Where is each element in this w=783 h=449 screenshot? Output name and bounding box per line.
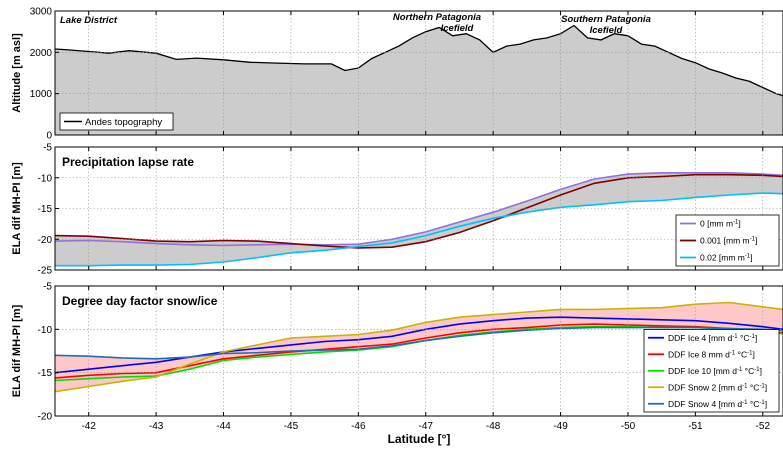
legend-label-part: 0 [mm m [700,219,733,229]
legend-label-part: -1 [742,400,748,406]
y-axis-label: ELA dif MH-PI [m] [11,162,23,255]
legend-label: Andes topography [85,117,162,128]
x-tick-label: -46 [351,421,366,432]
x-tick-label: -42 [81,421,96,432]
y-tick-label: -20 [38,412,53,423]
legend-label-part: DDF Ice 8 mm d [668,349,730,359]
annotation: Southern Patagonia [561,14,651,25]
legend-label-part: ] [760,366,762,376]
panel-2: -25 -20 -15 -10 -5 ELA dif MH-PI [m] Precipita… [11,143,783,277]
x-tick-label: -45 [284,421,299,432]
x-axis-label: Latitude [°] [388,432,451,446]
topography-fill [55,25,783,135]
legend-label-part: -1 [732,334,738,340]
y-tick-label: -5 [43,143,52,154]
axes-frame [54,285,783,417]
legend-label-part: -1 [737,367,743,373]
legend-box [59,112,174,131]
legend-label-part: ] [738,219,740,229]
axes-frame [54,10,783,136]
legend-label-part: DDF Snow 2 [mm d [668,382,742,392]
legend-label-part: -1 [759,383,765,389]
plot-area [55,24,783,135]
y-axis-label: Altitude [m asl] [11,33,23,113]
legend-label-part: -1 [730,350,736,356]
x-tick-label: -44 [216,421,231,432]
legend-label-part: ] [765,399,767,409]
y-axis-label: ELA dif MH-PI [m] [11,304,23,397]
y-tick-label: -15 [38,204,53,215]
panel-1: 0 1000 2000 3000 Altitude [m asl] Lake Distri… [11,7,783,142]
legend-label-part: DDF Ice 10 [mm d [668,366,737,376]
y-tick-label: 2000 [30,48,53,59]
envelope-fill [55,172,783,266]
legend-label-part: -1 [733,220,739,226]
legend-label-part: °C [748,399,760,409]
legend-label-part: DDF Ice 4 [mm d [668,333,733,343]
annotation: Northern Patagonia [393,12,481,23]
y-tick-label: -10 [38,325,53,336]
legend-label: 0.02 [mm m-1] [700,253,753,263]
x-tick-label: -50 [621,421,636,432]
legend: Andes topography [59,112,174,131]
x-tick-label: -49 [553,421,568,432]
legend: 0 [mm m-1]0.001 [mm m-1]0.02 [mm m-1] [675,214,780,267]
annotation: Icefield [590,25,623,36]
legend-label-part: ] [765,382,767,392]
legend-label-part: ] [755,333,757,343]
legend-label: 0 [mm m-1] [700,219,741,229]
legend-label-part: -1 [742,383,748,389]
series-line-5 [55,326,783,360]
y-tick-label: -10 [38,173,53,184]
y-tick-label: -25 [38,266,53,277]
legend-label-part: ] [755,236,757,246]
legend-label-part: °C [742,366,754,376]
legend: DDF Ice 4 [mm d-1 °C-1]DDF Ice 8 mm d-1 … [643,329,780,413]
legend-label: DDF Ice 8 mm d-1 °C-1] [668,349,755,359]
x-tick-label: -52 [756,421,771,432]
panel-title: Precipitation lapse rate [62,155,194,169]
x-tick-label: -51 [688,421,703,432]
legend-label: DDF Ice 4 [mm d-1 °C-1] [668,333,757,343]
legend-label-part: 0.001 [mm m [700,236,750,246]
y-tick-label: 0 [46,131,52,142]
legend-label-part: °C [735,349,747,359]
series-line-1 [55,24,783,97]
legend-label-part: ] [750,253,752,263]
legend-label-part: ] [752,349,754,359]
legend-label-part: -1 [749,334,755,340]
x-tick-label: -48 [486,421,501,432]
legend-label-part: -1 [759,400,765,406]
panel-title: Degree day factor snow/ice [62,294,218,308]
legend-label: DDF Snow 2 [mm d-1 °C-1] [668,382,767,392]
y-tick-label: -20 [38,235,53,246]
legend-label-part: DDF Snow 4 [mm d [668,399,742,409]
legend-box [643,329,780,413]
y-tick-label: 1000 [30,89,53,100]
y-tick-label: 3000 [30,7,53,18]
legend-label-part: °C [748,382,760,392]
panel-3: -20 -15 -10 -5 ELA dif MH-PI [m] Degree day f… [11,282,783,446]
legend-label: 0.001 [mm m-1] [700,236,757,246]
y-tick-label: -5 [43,282,52,293]
x-tick-label: -43 [149,421,164,432]
annotation: Lake District [60,15,118,26]
legend-label-part: -1 [747,350,753,356]
legend-label-part: 0.02 [mm m [700,253,745,263]
x-tick-label: -47 [419,421,434,432]
legend-label: DDF Snow 4 [mm d-1 °C-1] [668,399,767,409]
legend-label: DDF Ice 10 [mm d-1 °C-1] [668,366,762,376]
legend-label-part: -1 [754,367,760,373]
y-tick-label: -15 [38,368,53,379]
legend-label-part: -1 [750,237,756,243]
legend-label-part: -1 [745,254,751,260]
annotation: Icefield [441,23,474,34]
legend-label-part: °C [738,333,750,343]
